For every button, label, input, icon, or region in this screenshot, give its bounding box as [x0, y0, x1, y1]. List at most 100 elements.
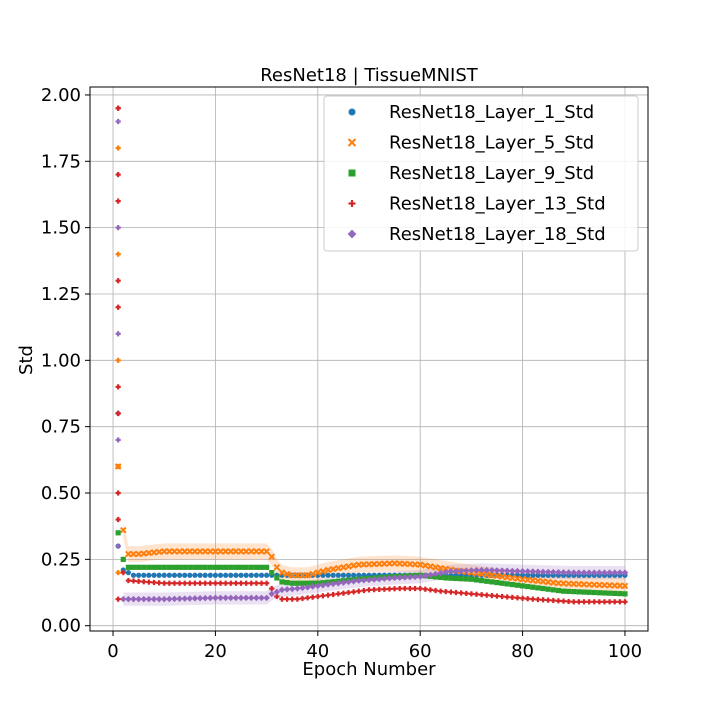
data-point — [217, 580, 224, 586]
data-point — [590, 569, 598, 576]
data-point — [181, 595, 188, 602]
x-mark-stroke — [391, 560, 398, 567]
data-point — [120, 595, 127, 603]
data-point — [498, 573, 506, 580]
data-point — [529, 568, 537, 575]
data-point — [612, 590, 618, 597]
data-point — [289, 580, 295, 586]
data-point — [304, 595, 311, 601]
data-point — [125, 550, 132, 558]
data-point — [151, 564, 157, 570]
data-point — [171, 580, 178, 586]
axis-ticks: 0 20 40 60 80 100 0.00 0.25 0.50 0.75 1.00 1.25 1.50… — [41, 85, 642, 662]
data-point — [130, 572, 137, 578]
x-mark-stroke — [176, 548, 183, 555]
data-point — [146, 579, 152, 585]
data-point — [335, 579, 342, 587]
data-point — [166, 548, 173, 555]
legend: ResNet18_Layer_1_Std ResNet18_Layer_5_Std… — [323, 95, 639, 252]
data-point — [115, 437, 121, 443]
data-point — [348, 108, 356, 116]
data-point — [125, 570, 131, 576]
data-point — [294, 596, 300, 602]
data-point — [606, 569, 613, 576]
data-point — [356, 588, 362, 594]
data-point — [586, 589, 592, 595]
x-mark-stroke — [575, 580, 583, 588]
data-point — [288, 571, 296, 579]
data-point — [484, 578, 490, 584]
data-point — [238, 564, 244, 570]
x-mark-stroke — [155, 548, 163, 556]
x-mark-stroke — [222, 548, 229, 555]
y-tick-label: 2.00 — [41, 85, 81, 106]
data-point — [212, 572, 219, 578]
x-mark-stroke — [314, 569, 322, 576]
data-point — [534, 577, 542, 585]
data-point — [156, 564, 162, 570]
data-point — [590, 581, 598, 589]
data-point — [534, 568, 542, 575]
data-point — [141, 564, 147, 570]
data-point — [115, 357, 121, 363]
x-mark-stroke — [247, 548, 255, 555]
x-mark-stroke — [375, 560, 383, 568]
data-point — [478, 570, 485, 578]
data-point — [473, 591, 480, 597]
data-point — [130, 564, 137, 570]
x-mark-stroke — [324, 566, 332, 574]
data-point — [202, 580, 208, 586]
data-point — [545, 572, 551, 578]
data-point — [555, 568, 562, 576]
data-point — [274, 575, 280, 581]
data-point — [232, 548, 240, 555]
data-point — [442, 568, 450, 576]
data-point — [315, 593, 321, 600]
x-mark-stroke — [422, 562, 429, 569]
x-mark-stroke — [278, 569, 286, 576]
data-point — [136, 564, 142, 570]
data-point — [223, 580, 229, 586]
data-point — [591, 589, 597, 596]
data-point — [217, 548, 224, 555]
data-point — [545, 586, 551, 592]
y-tick-label: 0.25 — [41, 549, 81, 570]
data-point — [350, 577, 357, 585]
data-point — [381, 586, 387, 592]
data-point — [381, 575, 388, 582]
data-point — [269, 585, 275, 592]
data-point — [463, 567, 470, 574]
data-point — [324, 581, 332, 588]
data-point — [570, 580, 578, 588]
data-point — [176, 580, 183, 586]
data-point — [340, 564, 347, 571]
data-point — [473, 566, 480, 574]
data-point — [498, 567, 506, 574]
x-mark-stroke — [181, 548, 189, 555]
data-point — [452, 567, 460, 575]
data-point — [197, 572, 203, 578]
data-point — [345, 589, 352, 596]
data-point — [612, 599, 618, 605]
x-mark-stroke — [227, 548, 235, 555]
x-mark-stroke — [493, 572, 501, 580]
data-point — [365, 576, 373, 584]
confidence-band — [123, 522, 626, 594]
data-point — [365, 560, 373, 568]
data-point — [550, 587, 556, 593]
x-mark-stroke — [355, 561, 363, 568]
x-mark-stroke — [294, 571, 301, 579]
data-point — [115, 596, 121, 602]
data-point — [166, 595, 173, 603]
data-point — [622, 591, 628, 597]
data-point — [222, 594, 229, 602]
data-point — [345, 578, 352, 586]
data-point — [278, 586, 286, 594]
x-mark-stroke — [601, 581, 608, 589]
x-mark-stroke — [560, 580, 567, 587]
data-point — [576, 599, 582, 605]
data-point — [223, 572, 229, 578]
data-point — [228, 580, 234, 586]
data-point — [473, 577, 480, 583]
x-mark-stroke — [585, 581, 593, 588]
